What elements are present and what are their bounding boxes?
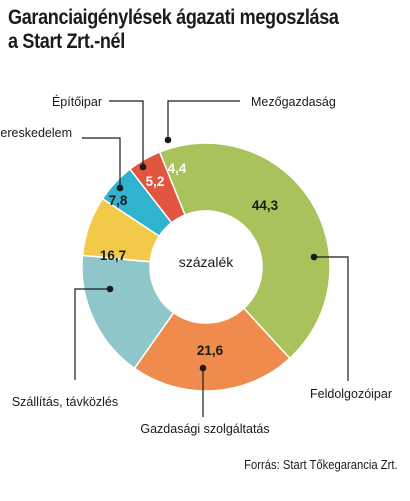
category-label-kereskedelem: Kereskedelem [0, 126, 72, 140]
category-label-epitoipar: Építőipar [52, 94, 102, 109]
callout-dot-gazdasagi-szolgaltatas [199, 364, 207, 372]
donut-labels: 44,3 Feldolgozóipar 21,6 Gazdasági szolgált… [0, 94, 392, 436]
source-note: Forrás: Start Tőkegarancia Zrt. [244, 458, 398, 472]
chart-title-line-1: Garanciaigénylések ágazati megoszlása [8, 6, 339, 29]
category-label-szallitas-tavkozles: Szállítás, távközlés [12, 395, 118, 409]
donut-callouts [74, 100, 349, 417]
callout-dot-mezogazdasag [164, 136, 172, 144]
callout-dot-szallitas-tavkozles [106, 285, 114, 293]
chart-title-line-2: a Start Zrt.-nél [8, 30, 125, 53]
callout-dot-epitoipar [139, 163, 147, 171]
callout-dot-feldolgozoipar [310, 253, 318, 261]
value-label-mezogazdasag: 4,4 [168, 161, 187, 176]
callout-dot-kereskedelem [116, 184, 124, 192]
value-label-szallitas-tavkozles: 16,7 [100, 248, 126, 263]
slice-feldolgozoipar [158, 142, 331, 360]
value-label-kereskedelem: 7,8 [109, 193, 128, 208]
slice-gazdasagi-szolgaltatas [133, 307, 291, 392]
category-label-gazdasagi-szolgaltatas: Gazdasági szolgáltatás [140, 422, 269, 436]
value-label-epitoipar: 5,2 [146, 174, 165, 189]
slice-szallitas-tavkozles [81, 254, 175, 370]
category-label-feldolgozoipar: Feldolgozóipar [310, 387, 392, 401]
value-label-feldolgozoipar: 44,3 [252, 198, 279, 213]
donut-slices [81, 142, 331, 392]
callout-line-epitoipar [109, 100, 144, 167]
center-label: százalék [179, 254, 234, 270]
callout-line-kereskedelem [82, 137, 121, 188]
callout-line-feldolgozoipar [314, 256, 349, 381]
value-label-gazdasagi-szolgaltatas: 21,6 [197, 343, 224, 358]
callout-line-mezogazdasag [167, 100, 240, 140]
chart-title: Garanciaigénylések ágazati megoszlása a … [8, 6, 352, 54]
callout-line-szallitas-tavkozles [74, 288, 110, 380]
category-label-mezogazdasag: Mezőgazdaság [251, 95, 336, 109]
